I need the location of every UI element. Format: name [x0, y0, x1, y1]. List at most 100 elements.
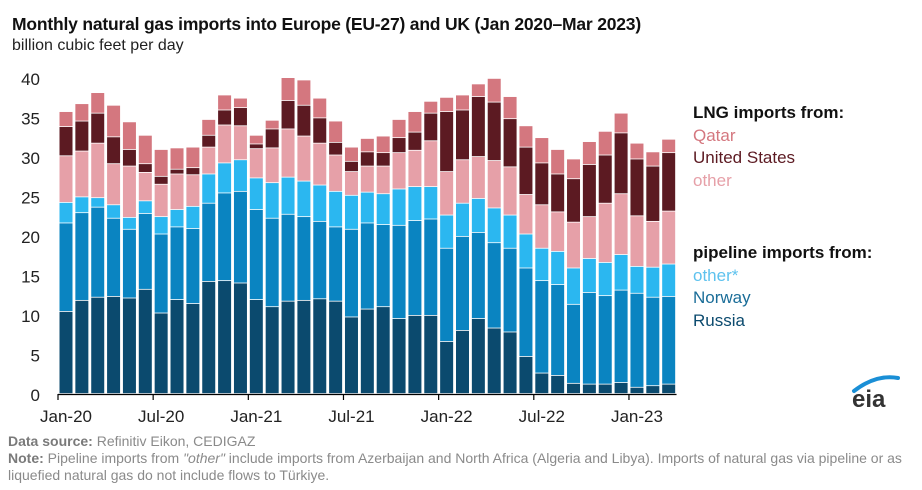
- y-tick-label: 25: [21, 189, 40, 208]
- bar-segment-lng-qatar-sep-21: [376, 136, 390, 153]
- bar-segment-pipeline-russia-apr-22: [487, 328, 501, 394]
- bar-segment-pipeline-other-jul-22: [535, 248, 549, 281]
- bar-segment-pipeline-norway-dec-21: [424, 219, 438, 315]
- bar-segment-lng-united-states-sep-22: [567, 179, 581, 222]
- bar-segment-lng-other-jun-20: [138, 172, 152, 201]
- x-tick-label: Jan-21: [230, 407, 282, 426]
- bar-segment-lng-other-apr-20: [107, 164, 121, 205]
- bar-segment-lng-other-may-20: [122, 166, 136, 218]
- bar-segment-pipeline-other-mar-23: [662, 264, 676, 297]
- bar-segment-lng-other-jan-21: [249, 149, 263, 178]
- bar-segment-pipeline-norway-jul-22: [535, 281, 549, 373]
- bar-segment-lng-qatar-jul-22: [535, 138, 549, 163]
- bar-segment-pipeline-russia-dec-20: [233, 283, 247, 394]
- bar-segment-lng-other-jan-20: [59, 156, 73, 203]
- bar-segment-lng-qatar-jul-20: [154, 149, 168, 176]
- bar-segment-lng-united-states-may-21: [313, 118, 327, 143]
- bar-segment-pipeline-russia-dec-22: [614, 382, 628, 394]
- bar-segment-pipeline-norway-sep-20: [186, 228, 200, 304]
- x-tick-label: Jan-23: [611, 407, 663, 426]
- legend-item-lng-united-states: United States: [693, 148, 796, 167]
- bar-segment-lng-other-apr-21: [297, 136, 311, 181]
- bar-segment-lng-united-states-jan-23: [630, 159, 644, 216]
- bar-segment-pipeline-other-oct-20: [202, 174, 216, 203]
- bar-segment-pipeline-russia-nov-22: [598, 384, 612, 394]
- bar-segment-lng-united-states-jan-20: [59, 126, 73, 156]
- bar-segment-lng-qatar-aug-21: [360, 138, 374, 152]
- bar-segment-lng-united-states-jul-20: [154, 176, 168, 184]
- bar-segment-lng-united-states-mar-20: [91, 113, 105, 143]
- bar-segment-pipeline-norway-oct-22: [582, 292, 596, 384]
- bar-segment-pipeline-other-sep-22: [567, 268, 581, 304]
- bar-segment-pipeline-other-aug-22: [551, 251, 565, 285]
- bar-segment-pipeline-other-feb-23: [646, 267, 660, 297]
- bar-segment-lng-united-states-aug-20: [170, 169, 184, 174]
- note: Note: Pipeline imports from "other" incl…: [8, 450, 902, 483]
- eia-logo-arc-icon: [852, 375, 900, 393]
- legend-item-lng-qatar: Qatar: [693, 125, 736, 145]
- bar-segment-lng-united-states-feb-20: [75, 121, 89, 151]
- bar-segment-lng-other-nov-22: [598, 203, 612, 263]
- bar-segment-lng-other-aug-21: [360, 166, 374, 192]
- bar-segment-lng-united-states-apr-22: [487, 102, 501, 161]
- bar-segment-lng-qatar-feb-21: [265, 120, 279, 129]
- bar-segment-lng-united-states-aug-21: [360, 152, 374, 166]
- bar-segment-pipeline-russia-jan-21: [249, 299, 263, 394]
- bar-segment-pipeline-russia-jan-23: [630, 387, 644, 394]
- data-source: Data source: Refinitiv Eikon, CEDIGAZ: [8, 433, 256, 449]
- bar-segment-lng-qatar-jun-22: [519, 126, 533, 147]
- bar-segment-pipeline-norway-oct-20: [202, 203, 216, 282]
- bar-segment-pipeline-norway-aug-22: [551, 284, 565, 376]
- bar-segment-lng-qatar-nov-20: [218, 95, 232, 110]
- bar-segment-lng-other-may-21: [313, 143, 327, 185]
- bar-segment-lng-united-states-may-20: [122, 149, 136, 166]
- bar-segment-lng-other-feb-22: [456, 160, 469, 203]
- bar-segment-lng-united-states-nov-20: [218, 110, 232, 125]
- bar-segment-pipeline-russia-mar-22: [471, 318, 485, 394]
- bar-segment-pipeline-russia-mar-20: [91, 297, 105, 394]
- stacked-bar-chart: 0 5 10 15 20 25 30 35 40 Jan-20 Jul-20 Jan-21 Jul-2…: [21, 70, 677, 426]
- bar-segment-lng-other-jan-22: [440, 172, 454, 215]
- bar-segment-pipeline-russia-sep-20: [186, 303, 200, 394]
- y-tick-label: 30: [21, 149, 40, 168]
- bars: [59, 78, 676, 394]
- bar-segment-pipeline-other-dec-22: [614, 254, 628, 290]
- legend-item-pipeline-russia: Russia: [693, 310, 745, 330]
- bar-segment-lng-other-sep-22: [567, 222, 581, 268]
- bar-segment-lng-united-states-may-22: [503, 119, 517, 167]
- bar-segment-lng-united-states-mar-23: [662, 153, 676, 211]
- bar-segment-lng-qatar-oct-22: [582, 141, 596, 165]
- bar-segment-pipeline-other-dec-20: [233, 160, 247, 191]
- legend-pipeline: pipeline imports from: other* Norway Rus…: [693, 242, 872, 332]
- bar-segment-pipeline-other-aug-20: [170, 209, 184, 227]
- bar-segment-lng-united-states-apr-21: [297, 105, 311, 136]
- bar-segment-lng-other-jul-20: [154, 184, 168, 217]
- bar-segment-pipeline-russia-may-21: [313, 299, 327, 394]
- bar-segment-pipeline-norway-sep-22: [567, 304, 581, 383]
- bar-segment-lng-united-states-apr-20: [107, 137, 121, 164]
- bar-segment-pipeline-other-may-20: [122, 217, 136, 229]
- legend-lng-heading: LNG imports from:: [693, 103, 845, 122]
- bar-segment-pipeline-russia-jun-21: [329, 301, 343, 394]
- bar-segment-pipeline-russia-feb-20: [75, 300, 89, 394]
- bar-segment-pipeline-norway-nov-22: [598, 296, 612, 384]
- bar-segment-lng-other-aug-22: [551, 212, 565, 251]
- bar-segment-pipeline-norway-jan-23: [630, 293, 644, 387]
- bar-segment-pipeline-russia-jul-20: [154, 313, 168, 394]
- bar-segment-lng-qatar-feb-23: [646, 152, 660, 166]
- legend-lng: LNG imports from: Qatar United States ot…: [693, 102, 844, 192]
- bar-segment-lng-united-states-nov-22: [598, 155, 612, 203]
- bar-segment-pipeline-other-mar-22: [471, 198, 485, 233]
- bar-segment-pipeline-russia-oct-22: [582, 384, 596, 394]
- bar-segment-pipeline-other-jan-23: [630, 266, 644, 293]
- bar-segment-lng-united-states-feb-22: [456, 110, 469, 160]
- x-tick-label: Jul-22: [519, 407, 565, 426]
- y-tick-label: 15: [21, 268, 40, 287]
- bar-segment-lng-other-mar-21: [281, 129, 295, 177]
- bar-segment-lng-united-states-nov-21: [408, 132, 422, 150]
- bar-segment-pipeline-other-nov-22: [598, 262, 612, 296]
- x-tick-label: Jul-21: [328, 407, 374, 426]
- y-tick-label: 35: [21, 110, 40, 129]
- legend-item-pipeline-norway: Norway: [693, 288, 751, 307]
- bar-segment-pipeline-norway-jul-20: [154, 234, 168, 313]
